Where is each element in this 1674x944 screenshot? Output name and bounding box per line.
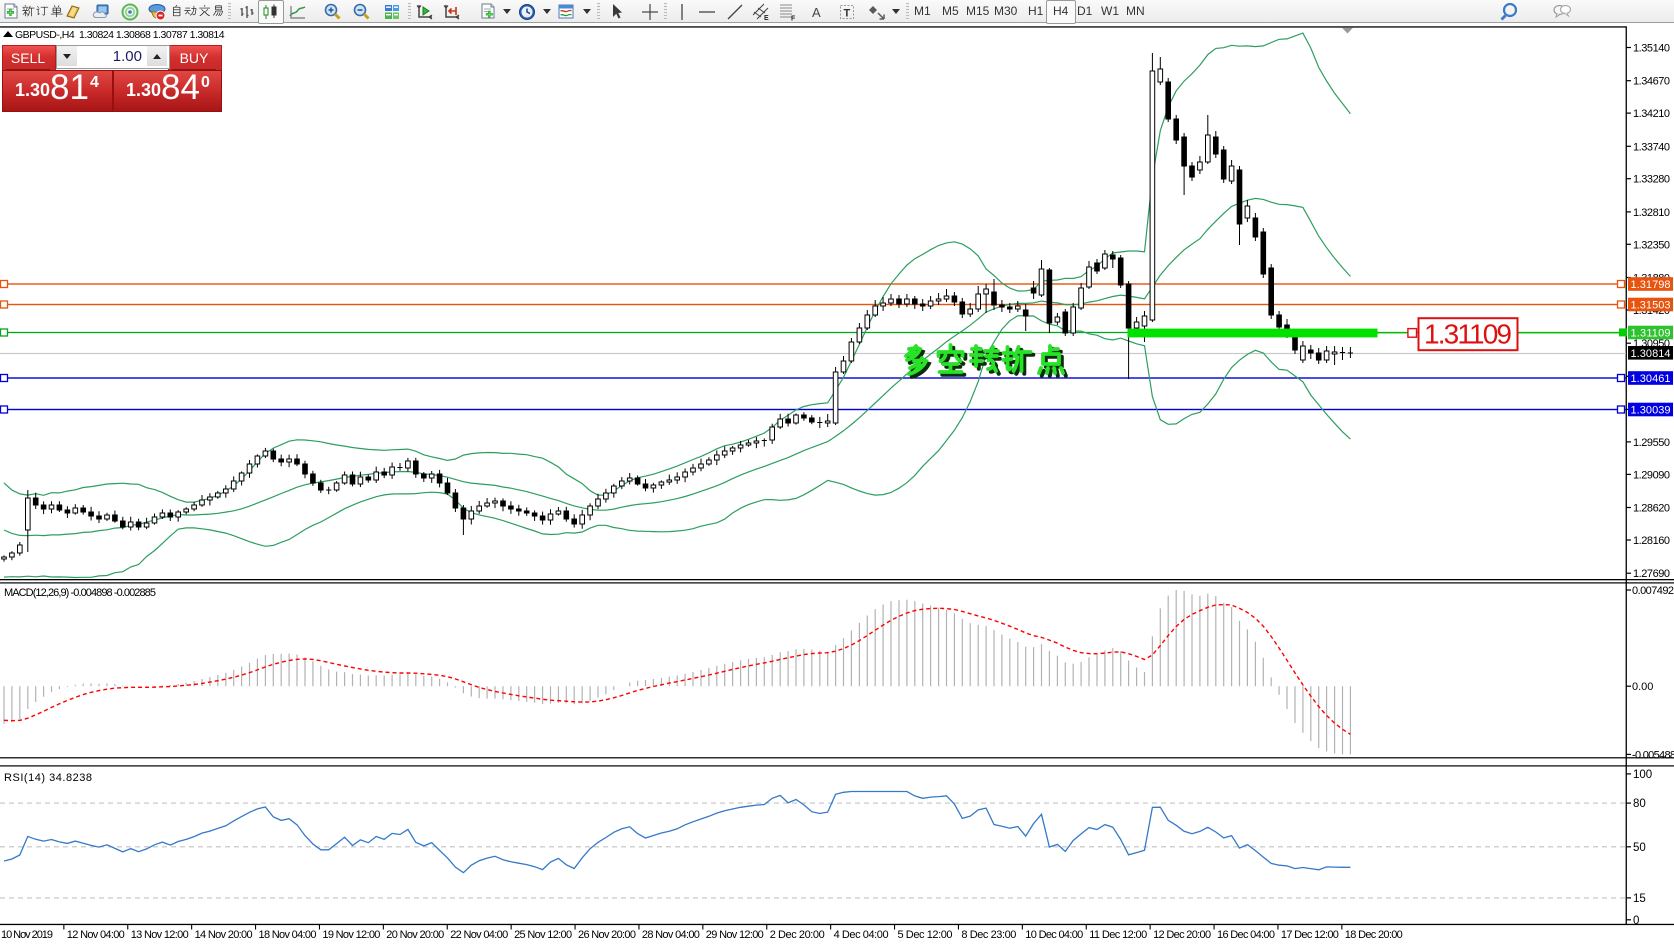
svg-text:1.32350: 1.32350 xyxy=(1633,239,1670,251)
svg-text:A: A xyxy=(812,5,821,20)
svg-text:RSI(14) 34.8238: RSI(14) 34.8238 xyxy=(4,772,92,784)
svg-text:1.33740: 1.33740 xyxy=(1633,141,1670,153)
svg-text:0.00: 0.00 xyxy=(1632,681,1653,693)
svg-text:MACD(12,26,9) -0.004898 -0.002: MACD(12,26,9) -0.004898 -0.002885 xyxy=(4,587,156,599)
svg-text:1.30039: 1.30039 xyxy=(1631,405,1671,417)
svg-text:29 Nov 12:00: 29 Nov 12:00 xyxy=(706,929,764,941)
svg-text:0.007492: 0.007492 xyxy=(1632,585,1674,597)
svg-text:12 Nov 04:00: 12 Nov 04:00 xyxy=(67,929,125,941)
svg-text:1.29550: 1.29550 xyxy=(1633,437,1670,449)
svg-text:1.30814: 1.30814 xyxy=(1631,348,1671,360)
svg-text:16 Dec 04:00: 16 Dec 04:00 xyxy=(1217,929,1275,941)
svg-text:0: 0 xyxy=(1633,915,1639,927)
svg-text:E: E xyxy=(764,15,769,21)
svg-text:1.31798: 1.31798 xyxy=(1631,279,1671,291)
svg-text:1.31109: 1.31109 xyxy=(1424,319,1512,350)
svg-text:1.33280: 1.33280 xyxy=(1633,174,1670,186)
svg-text:80: 80 xyxy=(1633,798,1646,810)
svg-text:22 Nov 04:00: 22 Nov 04:00 xyxy=(450,929,508,941)
svg-text:1.35140: 1.35140 xyxy=(1633,43,1670,55)
svg-text:26 Nov 20:00: 26 Nov 20:00 xyxy=(578,929,636,941)
svg-text:1.28620: 1.28620 xyxy=(1633,503,1670,515)
svg-text:12 Dec 20:00: 12 Dec 20:00 xyxy=(1153,929,1211,941)
svg-text:5 Dec 12:00: 5 Dec 12:00 xyxy=(898,929,953,941)
svg-text:4 Dec 04:00: 4 Dec 04:00 xyxy=(834,929,889,941)
svg-text:11 Dec 12:00: 11 Dec 12:00 xyxy=(1089,929,1147,941)
svg-text:1.31109: 1.31109 xyxy=(1631,328,1671,340)
svg-text:1.29090: 1.29090 xyxy=(1633,469,1670,481)
svg-text:2 Dec 20:00: 2 Dec 20:00 xyxy=(770,929,825,941)
svg-text:25 Nov 12:00: 25 Nov 12:00 xyxy=(514,929,572,941)
svg-text:18 Dec 20:00: 18 Dec 20:00 xyxy=(1345,929,1403,941)
svg-text:100: 100 xyxy=(1633,769,1652,781)
svg-text:1.28160: 1.28160 xyxy=(1633,535,1670,547)
svg-text:28 Nov 04:00: 28 Nov 04:00 xyxy=(642,929,700,941)
svg-text:19 Nov 12:00: 19 Nov 12:00 xyxy=(322,929,380,941)
svg-text:1.27690: 1.27690 xyxy=(1633,568,1670,580)
svg-text:20 Nov 20:00: 20 Nov 20:00 xyxy=(386,929,444,941)
svg-text:F: F xyxy=(791,16,796,22)
svg-text:8 Dec 23:00: 8 Dec 23:00 xyxy=(961,929,1016,941)
svg-text:T: T xyxy=(844,8,851,20)
svg-text:1.34210: 1.34210 xyxy=(1633,108,1670,120)
svg-text:10 Nov 2019: 10 Nov 2019 xyxy=(1,929,53,941)
svg-text:18 Nov 04:00: 18 Nov 04:00 xyxy=(259,929,317,941)
svg-text:1.31503: 1.31503 xyxy=(1631,300,1671,312)
svg-text:13 Nov 12:00: 13 Nov 12:00 xyxy=(131,929,189,941)
svg-text:-0.005488: -0.005488 xyxy=(1632,749,1674,761)
svg-text:1.34670: 1.34670 xyxy=(1633,76,1670,88)
svg-text:1.32810: 1.32810 xyxy=(1633,207,1670,219)
svg-text:14 Nov 20:00: 14 Nov 20:00 xyxy=(195,929,253,941)
svg-text:17 Dec 12:00: 17 Dec 12:00 xyxy=(1281,929,1339,941)
svg-text:15: 15 xyxy=(1633,893,1646,905)
svg-text:50: 50 xyxy=(1633,842,1646,854)
svg-text:10 Dec 04:00: 10 Dec 04:00 xyxy=(1025,929,1083,941)
svg-text:1.30461: 1.30461 xyxy=(1631,373,1671,385)
